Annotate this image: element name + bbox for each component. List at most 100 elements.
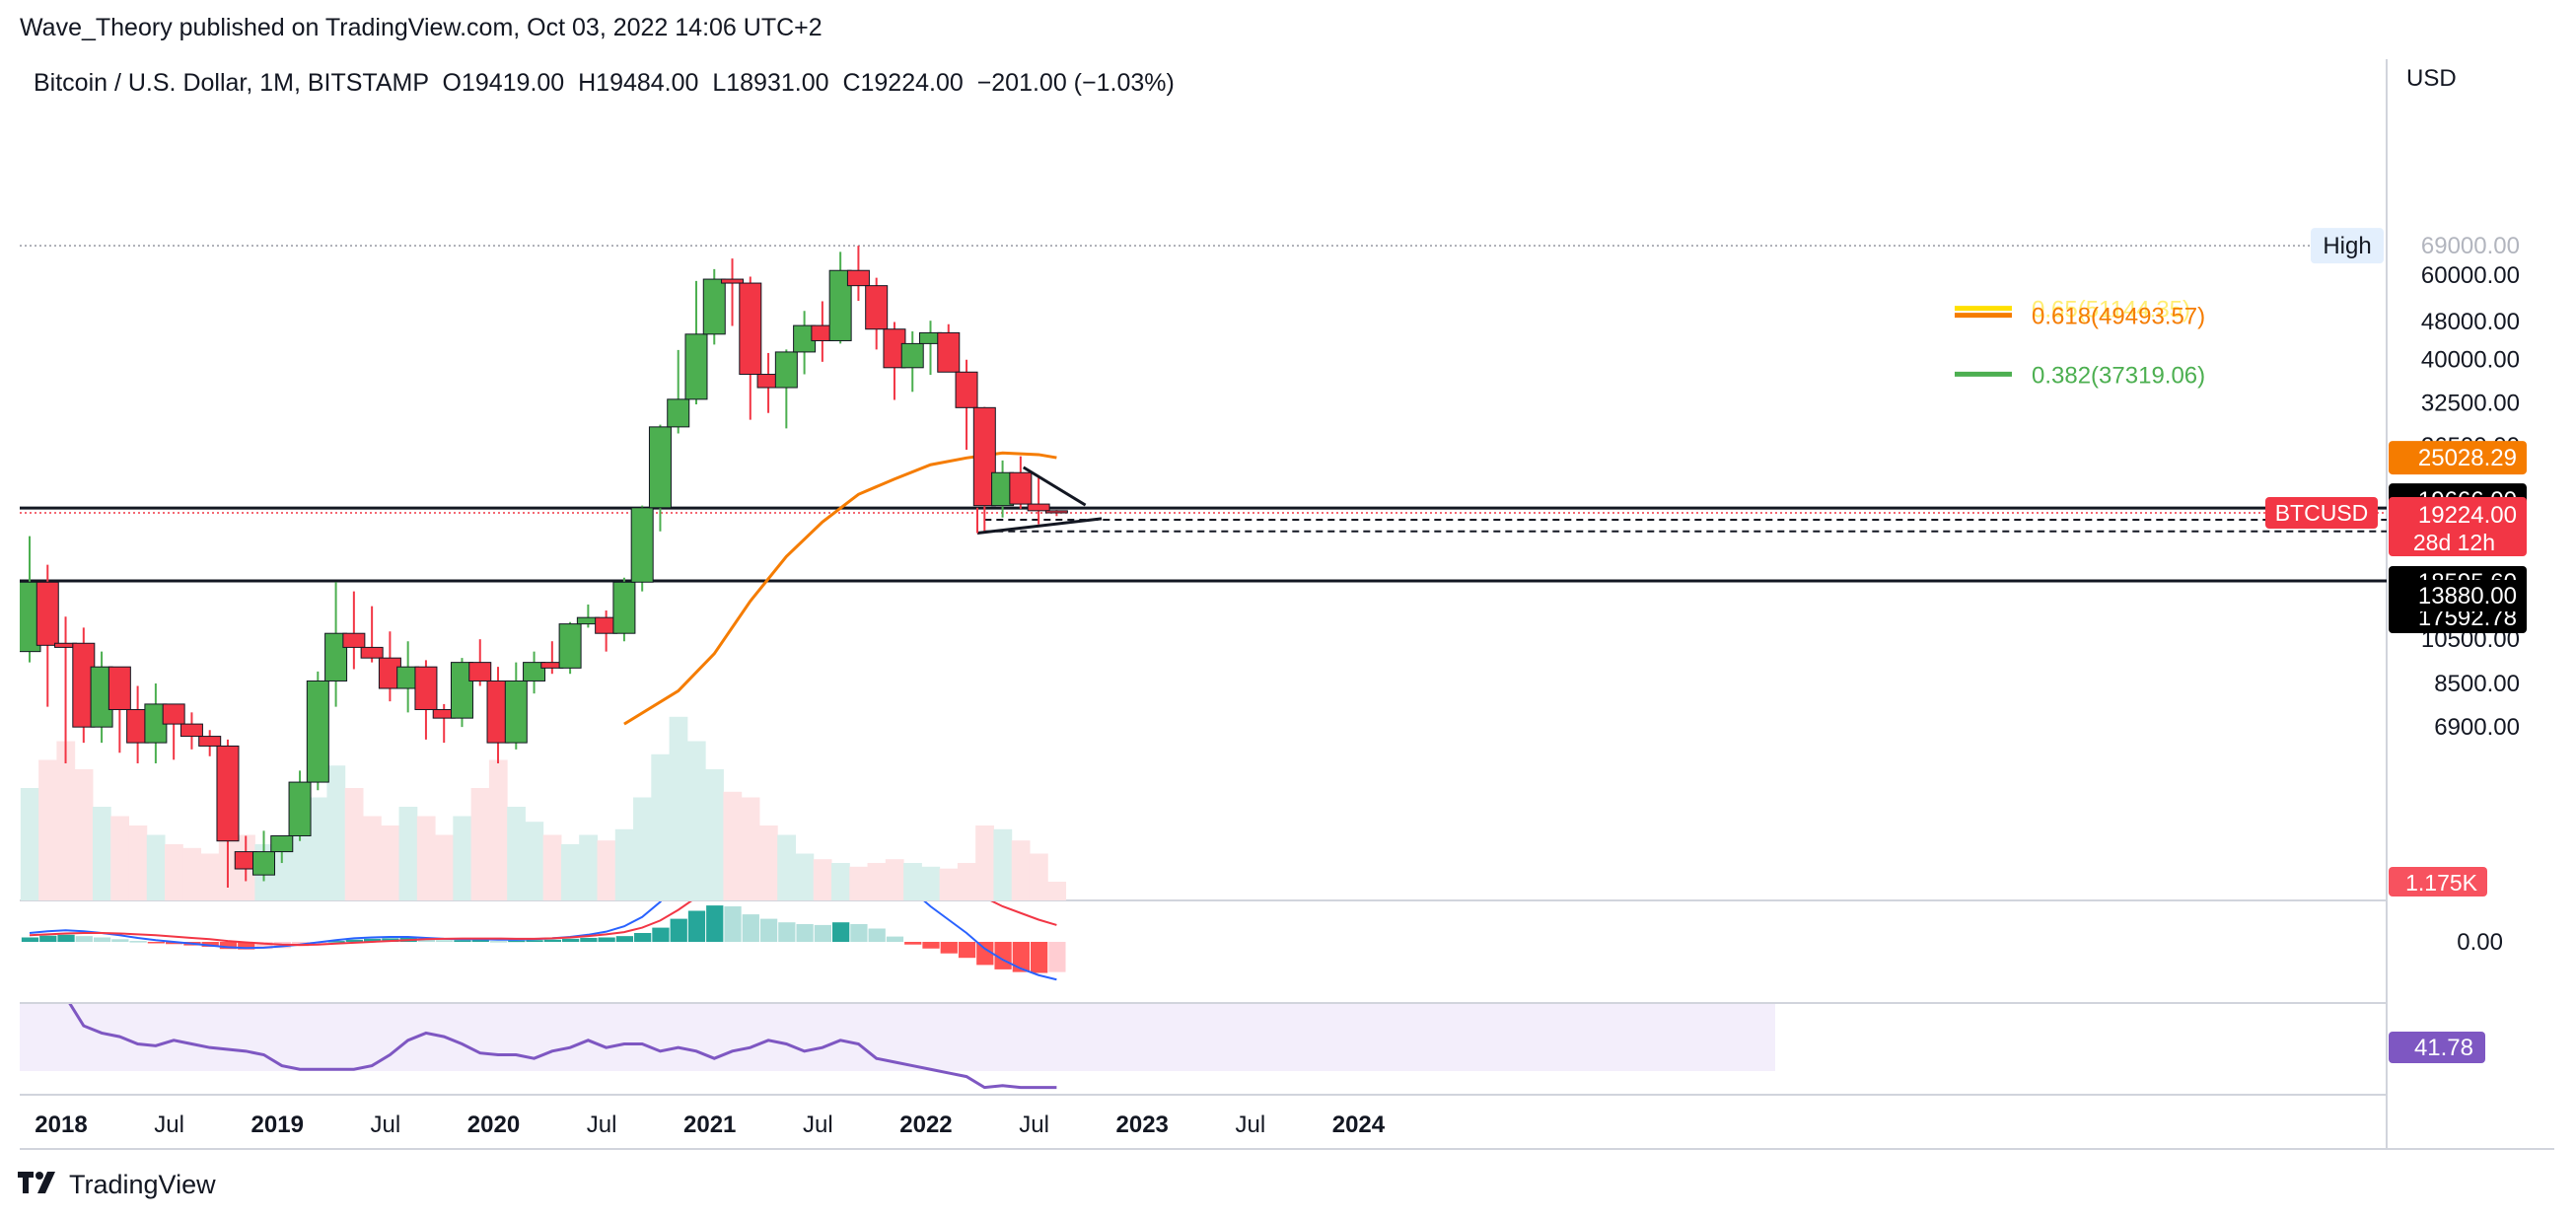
- triangle-lower-line: [976, 517, 1103, 536]
- candle-body: [523, 662, 546, 681]
- macd-histogram-bar: [940, 942, 958, 954]
- macd-histogram-bar: [417, 938, 436, 942]
- fib-level-label: 0.65(51144.35): [2032, 297, 2190, 323]
- macd-histogram-bar: [886, 936, 904, 942]
- current-price-tag: 19224.00: [2418, 502, 2517, 529]
- volume-bar: [453, 816, 472, 900]
- macd-signal-line: [29, 901, 1057, 947]
- volume-bar: [723, 791, 743, 900]
- candle-body: [972, 406, 996, 507]
- volume-bar: [849, 866, 869, 900]
- macd-histogram-bar: [814, 924, 832, 942]
- triangle-upper-line: [1022, 466, 1087, 507]
- time-tick-label: 2021: [683, 1111, 736, 1138]
- macd-histogram-bar: [778, 922, 796, 942]
- macd-histogram-bar: [508, 940, 526, 943]
- candle-body: [937, 331, 961, 373]
- candle-body: [414, 666, 438, 710]
- macd-histogram-bar: [976, 942, 994, 966]
- footer-brand-text: TradingView: [69, 1170, 216, 1199]
- volume-bar: [92, 807, 111, 900]
- time-tick-label: 2022: [899, 1111, 952, 1138]
- volume-bar: [290, 816, 310, 900]
- macd-histogram-bar: [526, 940, 543, 942]
- macd-histogram-bar: [561, 938, 580, 942]
- candle-body: [702, 278, 726, 335]
- macd-histogram-bar: [345, 939, 363, 942]
- candle-body: [324, 632, 348, 681]
- volume-bar: [38, 759, 57, 900]
- volume-bar: [614, 828, 634, 900]
- high-price-label: 69000.00: [2421, 233, 2520, 259]
- high-tag-bg: [2311, 228, 2384, 264]
- macd-histogram-bar: [129, 941, 147, 943]
- volume-bar: [1047, 882, 1067, 900]
- price-tick-label: 40000.00: [2421, 347, 2520, 374]
- volume-bar: [362, 816, 382, 900]
- volume-bar: [560, 844, 580, 900]
- volume-layer: [20, 716, 1067, 900]
- candle-body: [667, 398, 690, 428]
- volume-bar: [669, 716, 688, 900]
- candle-body: [739, 282, 762, 376]
- volume-bar: [633, 797, 652, 900]
- level-tag-2-bg: [2389, 580, 2527, 612]
- volume-bar: [146, 834, 166, 900]
- volume-bar: [921, 866, 941, 900]
- macd-histogram-bar: [1048, 942, 1066, 972]
- ma-price-tag: 25028.29: [2418, 445, 2517, 471]
- volume-bar: [470, 788, 490, 900]
- macd-histogram-bar: [363, 938, 382, 942]
- candle-body: [558, 623, 582, 669]
- level-tag-2: 13880.00: [2418, 583, 2517, 610]
- candle-body: [774, 351, 798, 389]
- symbol-name[interactable]: Bitcoin / U.S. Dollar, 1M, BITSTAMP: [34, 69, 429, 97]
- volume-bar: [885, 859, 904, 900]
- volume-bar: [542, 834, 562, 900]
- ohlc-change: −201.00 (−1.03%): [976, 69, 1175, 97]
- volume-bar: [777, 834, 796, 900]
- macd-histogram-bar: [454, 940, 471, 942]
- time-tick-label: 2019: [251, 1111, 304, 1138]
- macd-histogram-bar: [832, 922, 850, 942]
- candle-body: [288, 781, 312, 836]
- volume-bar: [110, 816, 129, 900]
- candle-body: [648, 426, 672, 509]
- volume-bar: [1029, 853, 1048, 900]
- time-tick-label: Jul: [1235, 1111, 1265, 1138]
- time-tick-label: 2018: [35, 1111, 87, 1138]
- price-tick-label: 6900.00: [2434, 714, 2520, 741]
- rsi-layer: [20, 1004, 1775, 1090]
- volume-bar: [326, 765, 346, 900]
- volume-bar: [344, 788, 364, 900]
- volume-bar: [525, 822, 544, 900]
- volume-bar: [651, 753, 671, 900]
- macd-histogram-bar: [670, 918, 687, 942]
- price-tick-label: 48000.00: [2421, 309, 2520, 335]
- candle-body: [865, 285, 889, 330]
- price-tick-label: 8500.00: [2434, 671, 2520, 697]
- macd-histogram-bar: [166, 942, 183, 945]
- macd-histogram-bar: [904, 942, 922, 945]
- candle-body: [252, 851, 276, 876]
- macd-histogram-bar: [255, 942, 273, 950]
- volume-bar: [939, 868, 959, 900]
- candle-body: [162, 703, 185, 725]
- volume-bar: [182, 847, 202, 900]
- macd-histogram-bar: [958, 942, 976, 959]
- currency-label[interactable]: USD: [2406, 65, 2457, 92]
- candle-body: [36, 581, 59, 646]
- candle-body: [468, 662, 492, 681]
- volume-bar: [272, 847, 292, 900]
- macd-histogram-bar: [21, 937, 39, 942]
- macd-histogram-bar: [436, 940, 454, 942]
- annotations-layer: 0.65(51144.35)0.618(49493.57) 0.382(37319…: [976, 297, 2205, 536]
- moving-average-layer: [623, 451, 1057, 726]
- axis-layer: 60000.0048000.0040000.0032500.0026500.00…: [35, 228, 2527, 1138]
- macd-histogram-bar: [238, 942, 255, 950]
- candle-body: [828, 269, 852, 341]
- fib-level-label: 0.618(49493.57): [2032, 304, 2205, 330]
- candle-body: [107, 666, 131, 710]
- footer-brand[interactable]: TradingView: [18, 1170, 216, 1200]
